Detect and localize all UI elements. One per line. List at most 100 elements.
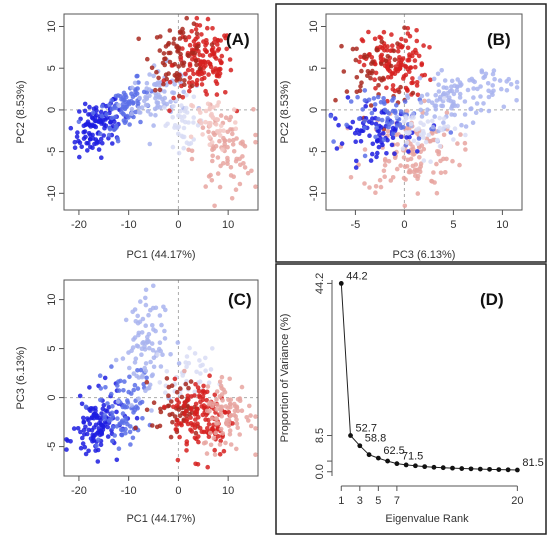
- scatter-point: [206, 174, 212, 179]
- scatter-point: [413, 64, 418, 70]
- scatter-point: [166, 393, 171, 399]
- scatter-point: [167, 59, 173, 65]
- scatter-point: [121, 388, 126, 393]
- x-tick-label: 7: [394, 495, 400, 507]
- scatter-point: [404, 108, 410, 114]
- scatter-point: [127, 365, 132, 371]
- scatter-point: [239, 408, 245, 414]
- scatter-point: [189, 29, 194, 34]
- scatter-point: [366, 119, 372, 124]
- scatter-point: [181, 89, 186, 95]
- scatter-point: [333, 97, 338, 103]
- scatter-point: [147, 72, 152, 77]
- scatter-points: [328, 25, 520, 209]
- scatter-point: [416, 136, 422, 141]
- scatter-point: [103, 385, 108, 390]
- scatter-point: [108, 417, 113, 423]
- scatter-point: [408, 156, 414, 162]
- scatter-point: [373, 121, 379, 127]
- scatter-point: [132, 80, 138, 86]
- scatter-point: [405, 58, 411, 63]
- scatter-point: [147, 141, 153, 147]
- scatter-point: [401, 74, 407, 79]
- scatter-point: [362, 153, 368, 159]
- scatter-point: [429, 100, 435, 105]
- scatter-point: [186, 120, 191, 125]
- scatter-point: [135, 368, 140, 373]
- scatter-point: [412, 58, 418, 63]
- scatter-point: [185, 393, 191, 399]
- scatter-point: [151, 364, 157, 370]
- scatter-point: [120, 101, 126, 107]
- scatter-point: [151, 283, 156, 289]
- scatter-point: [200, 125, 206, 130]
- scatter-point: [208, 367, 214, 372]
- x-tick-label: 20: [511, 495, 523, 507]
- scatter-point: [115, 138, 121, 144]
- scatter-point: [390, 43, 395, 48]
- scatter-point: [224, 46, 229, 52]
- y-tick-label: 5: [46, 65, 58, 71]
- plot-frame: [63, 279, 259, 477]
- scatter-point: [189, 67, 195, 73]
- scatter-point: [414, 83, 420, 88]
- scatter-point: [162, 105, 167, 110]
- scatter-point: [171, 41, 176, 46]
- scatter-point: [177, 77, 183, 82]
- scatter-point: [386, 124, 391, 130]
- scatter-point: [430, 118, 435, 124]
- y-tick-label: -5: [46, 147, 58, 157]
- cluster-1: [357, 26, 433, 104]
- scatter-point: [149, 408, 154, 413]
- scatter-point: [82, 101, 88, 107]
- scatter-point: [222, 138, 227, 143]
- scatter-point: [234, 417, 239, 422]
- scatter-point: [221, 448, 227, 454]
- scatter-point: [357, 88, 363, 94]
- scatter-point: [163, 390, 168, 395]
- y-axis-title: PC2 (8.53%): [279, 81, 291, 144]
- scatter-point: [224, 420, 229, 426]
- scatter-point: [473, 110, 479, 115]
- scatter-point: [415, 173, 421, 179]
- scatter-point: [377, 132, 382, 137]
- scatter-point: [71, 426, 77, 431]
- scatter-point: [99, 113, 105, 119]
- scatter-point: [239, 384, 245, 390]
- scatter-point: [188, 379, 194, 384]
- scatter-point: [183, 360, 188, 365]
- panel-label: (D): [480, 290, 504, 309]
- y-axis-title: Proportion of Variance (%): [279, 314, 291, 443]
- scatter-point: [174, 389, 180, 395]
- scatter-point: [380, 75, 386, 81]
- scatter-point: [372, 107, 378, 112]
- scatter-point: [190, 104, 196, 109]
- scatter-point: [223, 404, 229, 409]
- scatter-point: [134, 91, 140, 96]
- scatter-point: [114, 409, 119, 415]
- scatter-point: [136, 105, 142, 111]
- scatter-point: [149, 341, 155, 346]
- y-tick-label: 10: [46, 20, 58, 32]
- scatter-point: [118, 427, 124, 433]
- scatter-point: [187, 75, 193, 80]
- scatter-point: [385, 75, 391, 80]
- scatter-point: [430, 124, 436, 130]
- scatter-point: [382, 107, 388, 113]
- scatter-point: [417, 155, 422, 160]
- scatter-point: [84, 140, 89, 146]
- scatter-point: [150, 348, 156, 353]
- scatter-point: [194, 82, 199, 88]
- scatter-point: [209, 42, 215, 47]
- scatter-point: [98, 386, 104, 391]
- scatter-point: [212, 452, 218, 457]
- scatter-point: [478, 94, 483, 99]
- scatter-point: [137, 110, 143, 115]
- scatter-point: [134, 73, 139, 79]
- scatter-point: [179, 133, 184, 139]
- scatter-point: [209, 178, 215, 183]
- scatter-point: [418, 149, 424, 155]
- scatter-point: [88, 124, 93, 129]
